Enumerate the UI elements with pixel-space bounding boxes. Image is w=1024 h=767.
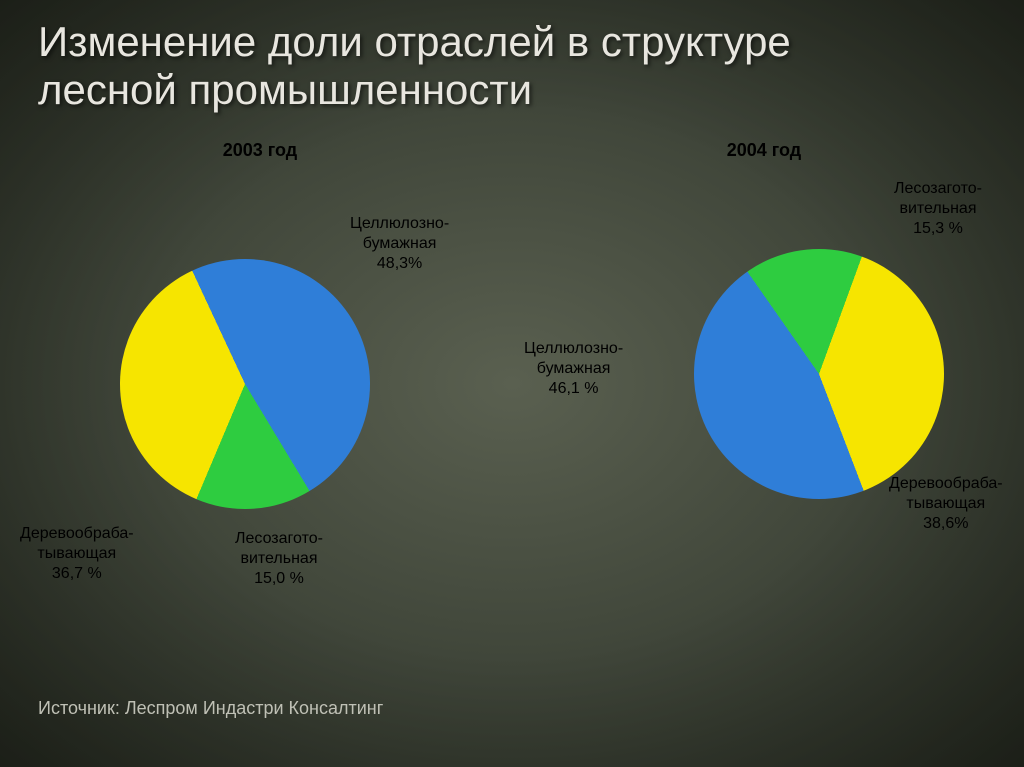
- pie-wrap-left: Целлюлозно- бумажная 48,3% Лесозагото- в…: [20, 169, 500, 589]
- pie-left: [120, 259, 370, 509]
- pie-wrap-right: Лесозагото- вительная 15,3 % Деревообраб…: [524, 169, 1004, 589]
- label-right-2: Целлюлозно- бумажная 46,1 %: [524, 339, 623, 399]
- pie-right: [694, 249, 944, 499]
- label-right-1: Деревообраба- тывающая 38,6%: [889, 474, 1003, 534]
- chart-2004: 2004 год Лесозагото- вительная 15,3 % Де…: [524, 140, 1004, 610]
- chart-2003: 2003 год Целлюлозно- бумажная 48,3% Лесо…: [20, 140, 500, 610]
- label-left-1: Лесозагото- вительная 15,0 %: [235, 529, 323, 589]
- page-title: Изменение доли отраслей в структурелесно…: [38, 18, 1004, 115]
- label-right-0: Лесозагото- вительная 15,3 %: [894, 179, 982, 239]
- chart-title-right: 2004 год: [524, 140, 1004, 161]
- source-text: Источник: Леспром Индастри Консалтинг: [38, 698, 383, 719]
- charts-container: 2003 год Целлюлозно- бумажная 48,3% Лесо…: [20, 140, 1004, 610]
- label-left-2: Деревообраба- тывающая 36,7 %: [20, 524, 134, 584]
- label-left-0: Целлюлозно- бумажная 48,3%: [350, 214, 449, 274]
- chart-title-left: 2003 год: [20, 140, 500, 161]
